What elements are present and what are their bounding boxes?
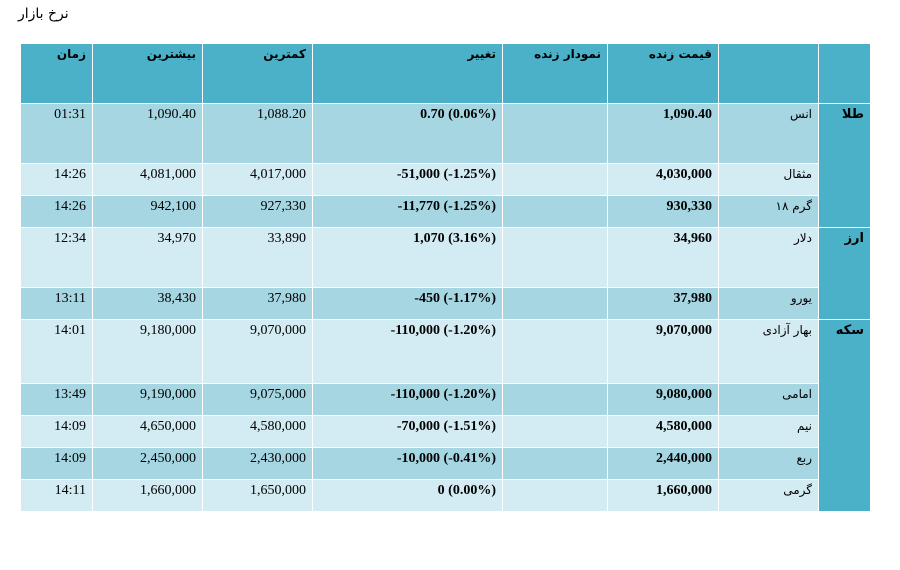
low-cell: 33,890 xyxy=(202,227,313,288)
header-category xyxy=(818,43,871,104)
low-cell: 927,330 xyxy=(202,195,313,228)
table-row: 13:49 9,190,000 9,075,000 -110,000 (-1.20%)… xyxy=(20,383,871,416)
low-cell: 4,017,000 xyxy=(202,163,313,196)
live-chart-cell xyxy=(502,287,608,320)
page-title: نرخ بازار xyxy=(18,6,69,22)
item-name-cell: نیم xyxy=(718,415,819,448)
live-price-cell: 34,960 xyxy=(607,227,719,288)
header-name xyxy=(718,43,819,104)
table-row: 14:09 2,450,000 2,430,000 -10,000 (-0.41%) 2… xyxy=(20,447,871,480)
table-body: 01:31 1,090.40 1,088.20 0.70 (0.06%) 1,090.4… xyxy=(20,103,871,512)
high-cell: 9,180,000 xyxy=(92,319,203,384)
header-high: بیشترین xyxy=(92,43,203,104)
live-price-cell: 4,030,000 xyxy=(607,163,719,196)
header-live-price: قیمت زنده xyxy=(607,43,719,104)
change-cell: -110,000 (-1.20%) xyxy=(312,319,503,384)
live-price-cell: 37,980 xyxy=(607,287,719,320)
live-price-cell: 930,330 xyxy=(607,195,719,228)
time-cell: 14:26 xyxy=(20,163,93,196)
item-name-cell: مثقال xyxy=(718,163,819,196)
item-name-cell: انس xyxy=(718,103,819,164)
live-price-cell: 1,660,000 xyxy=(607,479,719,512)
change-cell: 0.70 (0.06%) xyxy=(312,103,503,164)
table-row: 14:01 9,180,000 9,070,000 -110,000 (-1.20%)… xyxy=(20,319,871,512)
item-name-cell: گرم ۱۸ xyxy=(718,195,819,228)
item-name-cell: گرمی xyxy=(718,479,819,512)
time-cell: 13:49 xyxy=(20,383,93,416)
live-price-cell: 9,080,000 xyxy=(607,383,719,416)
header-change: تغییر xyxy=(312,43,503,104)
time-cell: 14:01 xyxy=(20,319,93,384)
live-price-cell: 4,580,000 xyxy=(607,415,719,448)
table-row: 14:26 4,081,000 4,017,000 -51,000 (-1.25%) 4… xyxy=(20,163,871,196)
live-chart-cell xyxy=(502,195,608,228)
market-rates-table: زمان بیشترین کمترین تغییر نمودار زنده قی… xyxy=(20,43,871,512)
high-cell: 2,450,000 xyxy=(92,447,203,480)
live-chart-cell xyxy=(502,383,608,416)
low-cell: 1,088.20 xyxy=(202,103,313,164)
table-row: 12:34 34,970 33,890 1,070 (3.16%) 34,960 دلار… xyxy=(20,227,871,320)
high-cell: 9,190,000 xyxy=(92,383,203,416)
item-name-cell: دلار xyxy=(718,227,819,288)
low-cell: 9,075,000 xyxy=(202,383,313,416)
change-cell: -70,000 (-1.51%) xyxy=(312,415,503,448)
change-cell: -110,000 (-1.20%) xyxy=(312,383,503,416)
time-cell: 01:31 xyxy=(20,103,93,164)
live-chart-cell xyxy=(502,319,608,384)
live-price-cell: 9,070,000 xyxy=(607,319,719,384)
table-row: 13:11 38,430 37,980 -450 (-1.17%) 37,980 یورو xyxy=(20,287,871,320)
live-chart-cell xyxy=(502,479,608,512)
item-name-cell: یورو xyxy=(718,287,819,320)
live-chart-cell xyxy=(502,415,608,448)
time-cell: 13:11 xyxy=(20,287,93,320)
category-cell: طلا xyxy=(818,103,871,228)
time-cell: 14:11 xyxy=(20,479,93,512)
live-chart-cell xyxy=(502,447,608,480)
high-cell: 34,970 xyxy=(92,227,203,288)
table-row: 14:11 1,660,000 1,650,000 0 (0.00%) 1,660,00… xyxy=(20,479,871,512)
live-price-cell: 2,440,000 xyxy=(607,447,719,480)
high-cell: 38,430 xyxy=(92,287,203,320)
live-chart-cell xyxy=(502,163,608,196)
low-cell: 1,650,000 xyxy=(202,479,313,512)
header-low: کمترین xyxy=(202,43,313,104)
category-cell: سکه xyxy=(818,319,871,512)
change-cell: -51,000 (-1.25%) xyxy=(312,163,503,196)
time-cell: 12:34 xyxy=(20,227,93,288)
change-cell: -10,000 (-0.41%) xyxy=(312,447,503,480)
live-chart-cell xyxy=(502,227,608,288)
time-cell: 14:26 xyxy=(20,195,93,228)
time-cell: 14:09 xyxy=(20,415,93,448)
high-cell: 942,100 xyxy=(92,195,203,228)
change-cell: -450 (-1.17%) xyxy=(312,287,503,320)
table-row: 14:09 4,650,000 4,580,000 -70,000 (-1.51%) 4… xyxy=(20,415,871,448)
item-name-cell: بهار آزادی xyxy=(718,319,819,384)
low-cell: 9,070,000 xyxy=(202,319,313,384)
table-row: 14:26 942,100 927,330 -11,770 (-1.25%) 930,3… xyxy=(20,195,871,228)
change-cell: 0 (0.00%) xyxy=(312,479,503,512)
high-cell: 4,081,000 xyxy=(92,163,203,196)
high-cell: 1,090.40 xyxy=(92,103,203,164)
header-live-chart: نمودار زنده xyxy=(502,43,608,104)
change-cell: -11,770 (-1.25%) xyxy=(312,195,503,228)
low-cell: 4,580,000 xyxy=(202,415,313,448)
item-name-cell: امامی xyxy=(718,383,819,416)
low-cell: 37,980 xyxy=(202,287,313,320)
item-name-cell: ربع xyxy=(718,447,819,480)
low-cell: 2,430,000 xyxy=(202,447,313,480)
high-cell: 1,660,000 xyxy=(92,479,203,512)
category-cell: ارز xyxy=(818,227,871,320)
live-chart-cell xyxy=(502,103,608,164)
high-cell: 4,650,000 xyxy=(92,415,203,448)
table-row: 01:31 1,090.40 1,088.20 0.70 (0.06%) 1,090.4… xyxy=(20,103,871,228)
live-price-cell: 1,090.40 xyxy=(607,103,719,164)
time-cell: 14:09 xyxy=(20,447,93,480)
change-cell: 1,070 (3.16%) xyxy=(312,227,503,288)
header-time: زمان xyxy=(20,43,93,104)
